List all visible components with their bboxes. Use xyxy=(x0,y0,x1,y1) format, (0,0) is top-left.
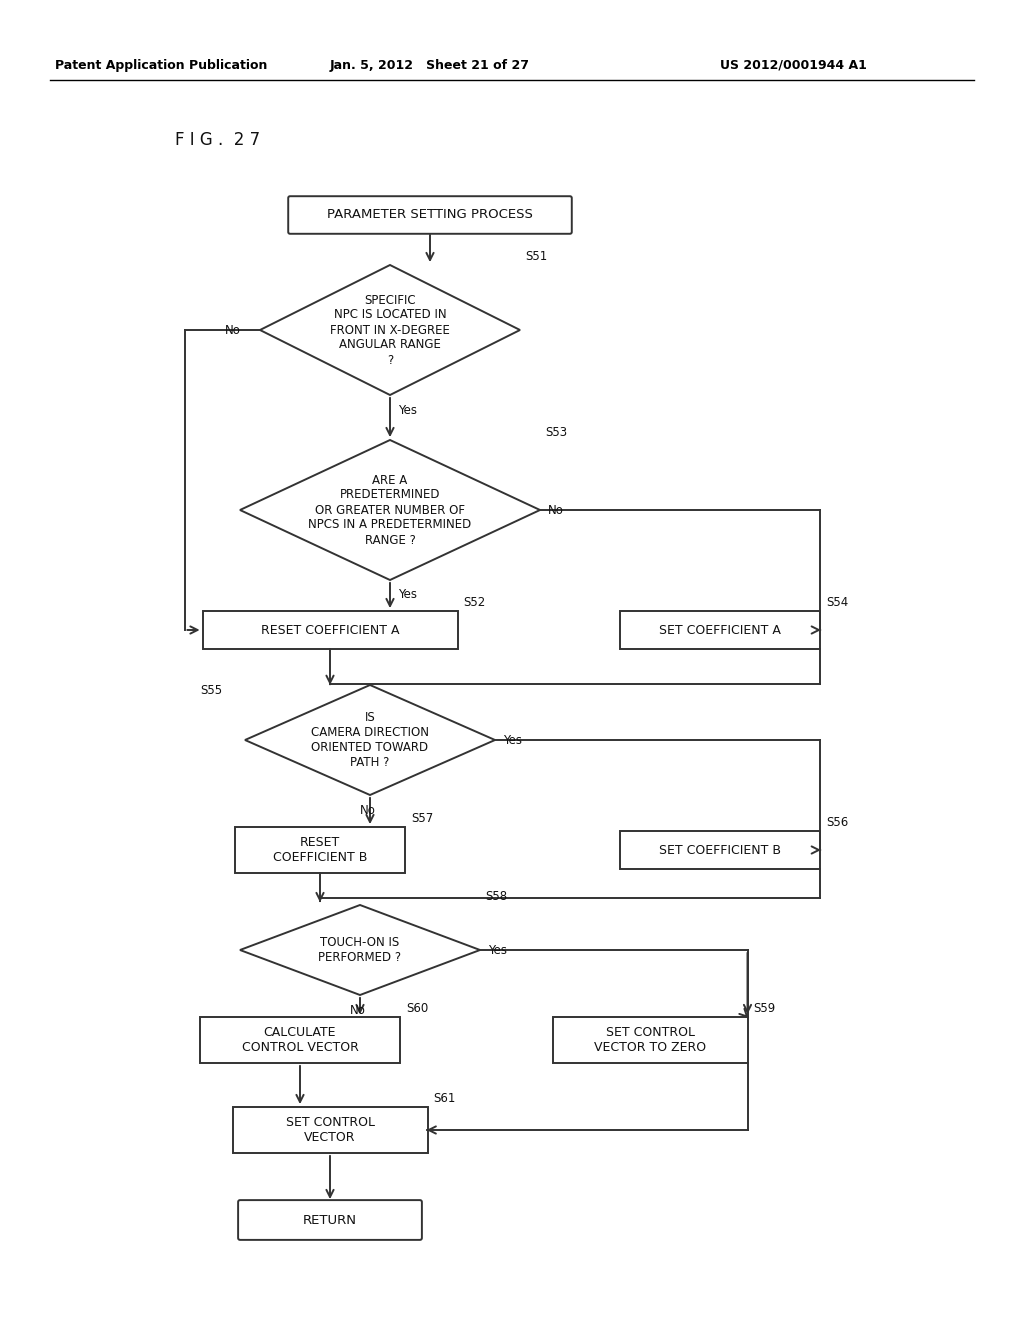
Text: Yes: Yes xyxy=(488,944,507,957)
Text: PARAMETER SETTING PROCESS: PARAMETER SETTING PROCESS xyxy=(327,209,532,222)
Bar xyxy=(620,611,820,649)
Bar xyxy=(234,828,406,873)
Text: S52: S52 xyxy=(464,597,485,610)
Text: SET CONTROL
VECTOR: SET CONTROL VECTOR xyxy=(286,1115,375,1144)
Text: SPECIFIC
NPC IS LOCATED IN
FRONT IN X-DEGREE
ANGULAR RANGE
?: SPECIFIC NPC IS LOCATED IN FRONT IN X-DE… xyxy=(330,293,450,367)
Text: S56: S56 xyxy=(826,817,848,829)
Text: CALCULATE
CONTROL VECTOR: CALCULATE CONTROL VECTOR xyxy=(242,1026,358,1053)
Text: No: No xyxy=(225,323,241,337)
Polygon shape xyxy=(260,265,520,395)
Text: Yes: Yes xyxy=(398,404,417,417)
Text: Jan. 5, 2012   Sheet 21 of 27: Jan. 5, 2012 Sheet 21 of 27 xyxy=(330,58,530,71)
Text: RETURN: RETURN xyxy=(303,1213,357,1226)
Text: IS
CAMERA DIRECTION
ORIENTED TOWARD
PATH ?: IS CAMERA DIRECTION ORIENTED TOWARD PATH… xyxy=(311,711,429,770)
Bar xyxy=(553,1016,748,1063)
Text: No: No xyxy=(350,1003,366,1016)
Text: ARE A
PREDETERMINED
OR GREATER NUMBER OF
NPCS IN A PREDETERMINED
RANGE ?: ARE A PREDETERMINED OR GREATER NUMBER OF… xyxy=(308,474,472,546)
Text: S51: S51 xyxy=(525,251,547,264)
Text: S53: S53 xyxy=(545,425,567,438)
Text: S55: S55 xyxy=(200,684,222,697)
Text: F I G .  2 7: F I G . 2 7 xyxy=(175,131,260,149)
Text: Yes: Yes xyxy=(398,589,417,602)
Text: S58: S58 xyxy=(485,891,507,903)
Text: Yes: Yes xyxy=(503,734,522,747)
FancyBboxPatch shape xyxy=(239,1200,422,1239)
Text: Patent Application Publication: Patent Application Publication xyxy=(55,58,267,71)
Bar xyxy=(203,611,458,649)
Bar xyxy=(620,832,820,869)
Text: S59: S59 xyxy=(754,1002,776,1015)
Text: TOUCH-ON IS
PERFORMED ?: TOUCH-ON IS PERFORMED ? xyxy=(318,936,401,964)
FancyBboxPatch shape xyxy=(288,197,571,234)
Text: No: No xyxy=(548,503,564,516)
Polygon shape xyxy=(240,906,480,995)
Text: S57: S57 xyxy=(411,813,433,825)
Bar xyxy=(200,1016,400,1063)
Text: US 2012/0001944 A1: US 2012/0001944 A1 xyxy=(720,58,867,71)
Polygon shape xyxy=(240,440,540,579)
Text: S61: S61 xyxy=(433,1093,456,1106)
Text: S60: S60 xyxy=(406,1002,428,1015)
Text: S54: S54 xyxy=(826,597,848,610)
Bar xyxy=(232,1107,427,1152)
Text: SET COEFFICIENT B: SET COEFFICIENT B xyxy=(659,843,781,857)
Polygon shape xyxy=(245,685,495,795)
Text: SET COEFFICIENT A: SET COEFFICIENT A xyxy=(659,623,781,636)
Text: RESET COEFFICIENT A: RESET COEFFICIENT A xyxy=(261,623,399,636)
Text: SET CONTROL
VECTOR TO ZERO: SET CONTROL VECTOR TO ZERO xyxy=(594,1026,707,1053)
Text: No: No xyxy=(360,804,376,817)
Text: RESET
COEFFICIENT B: RESET COEFFICIENT B xyxy=(272,836,368,865)
